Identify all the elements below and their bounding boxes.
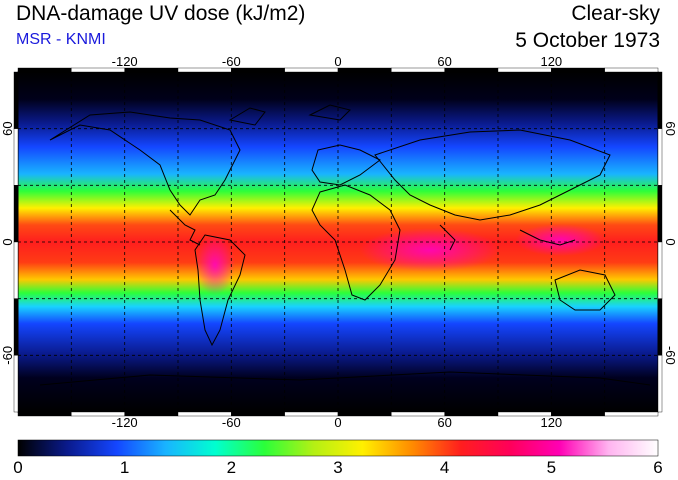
latitude-labels-right: 60 0 -60 [663, 121, 678, 364]
frame-tick-segment [284, 411, 339, 417]
frame-tick-segment [657, 185, 663, 243]
colorbar-tick-label: 6 [653, 458, 663, 477]
frame-tick-segment [657, 355, 663, 413]
frame-tick-segment [13, 355, 19, 413]
longitude-label: 60 [437, 415, 451, 430]
source-label: MSR - KNMI [16, 31, 106, 48]
frame-tick-segment [13, 71, 19, 129]
longitude-labels-bottom: -120 -60 0 60 120 [112, 415, 563, 430]
frame-tick-segment [284, 67, 339, 73]
coastlines [39, 104, 651, 386]
colorbar-tick-label: 0 [13, 458, 23, 477]
frame-tick-segment [657, 128, 663, 186]
graticule [18, 72, 658, 412]
frame-tick-segment [337, 67, 392, 73]
longitude-label: 0 [334, 415, 341, 430]
frame-tick-segment [337, 411, 392, 417]
colorbar-tick-label: 1 [119, 458, 130, 477]
longitude-label: -120 [112, 415, 138, 430]
frame-tick-segment [657, 241, 663, 299]
frame-tick-segment [604, 67, 659, 73]
frame-tick-segment [13, 241, 19, 299]
longitude-label: -60 [222, 54, 241, 69]
frame-tick-segment [657, 71, 663, 129]
frame-tick-segment [444, 67, 499, 73]
latitude-label: 0 [663, 238, 678, 245]
frame-tick-segment [444, 411, 499, 417]
colorbar [17, 439, 659, 457]
frame-tick-segment [657, 298, 663, 356]
longitude-label: -120 [112, 54, 138, 69]
date-label: 5 October 1973 [515, 29, 660, 52]
latitude-labels-left: 60 0 -60 [0, 121, 15, 364]
colorbar-tick-label: 5 [546, 458, 557, 477]
colorbar-tick-label: 3 [333, 458, 343, 477]
colorbar-tick-label: 4 [439, 458, 450, 477]
latitude-label: 60 [0, 121, 15, 135]
frame-tick-segment [604, 411, 659, 417]
frame-tick-segment [13, 128, 19, 186]
frame-tick-segment [13, 185, 19, 243]
colorbar-tick-label: 2 [226, 458, 237, 477]
map-title: DNA-damage UV dose (kJ/m2) [16, 2, 306, 25]
latitude-label: -60 [663, 346, 678, 365]
longitude-label: 120 [540, 415, 562, 430]
frame-tick-segment [17, 67, 72, 73]
longitude-label: 0 [334, 54, 341, 69]
latitude-label: 60 [663, 121, 678, 135]
frame-tick-segment [17, 411, 72, 417]
latitude-label: 0 [0, 238, 15, 245]
sky-condition-label: Clear-sky [571, 2, 660, 25]
longitude-label: -60 [222, 415, 241, 430]
frame-ticks [13, 67, 663, 417]
latitude-label: -60 [0, 346, 15, 365]
longitude-labels-top: -120 -60 0 60 120 [112, 54, 563, 69]
longitude-label: 120 [540, 54, 562, 69]
longitude-label: 60 [437, 54, 451, 69]
